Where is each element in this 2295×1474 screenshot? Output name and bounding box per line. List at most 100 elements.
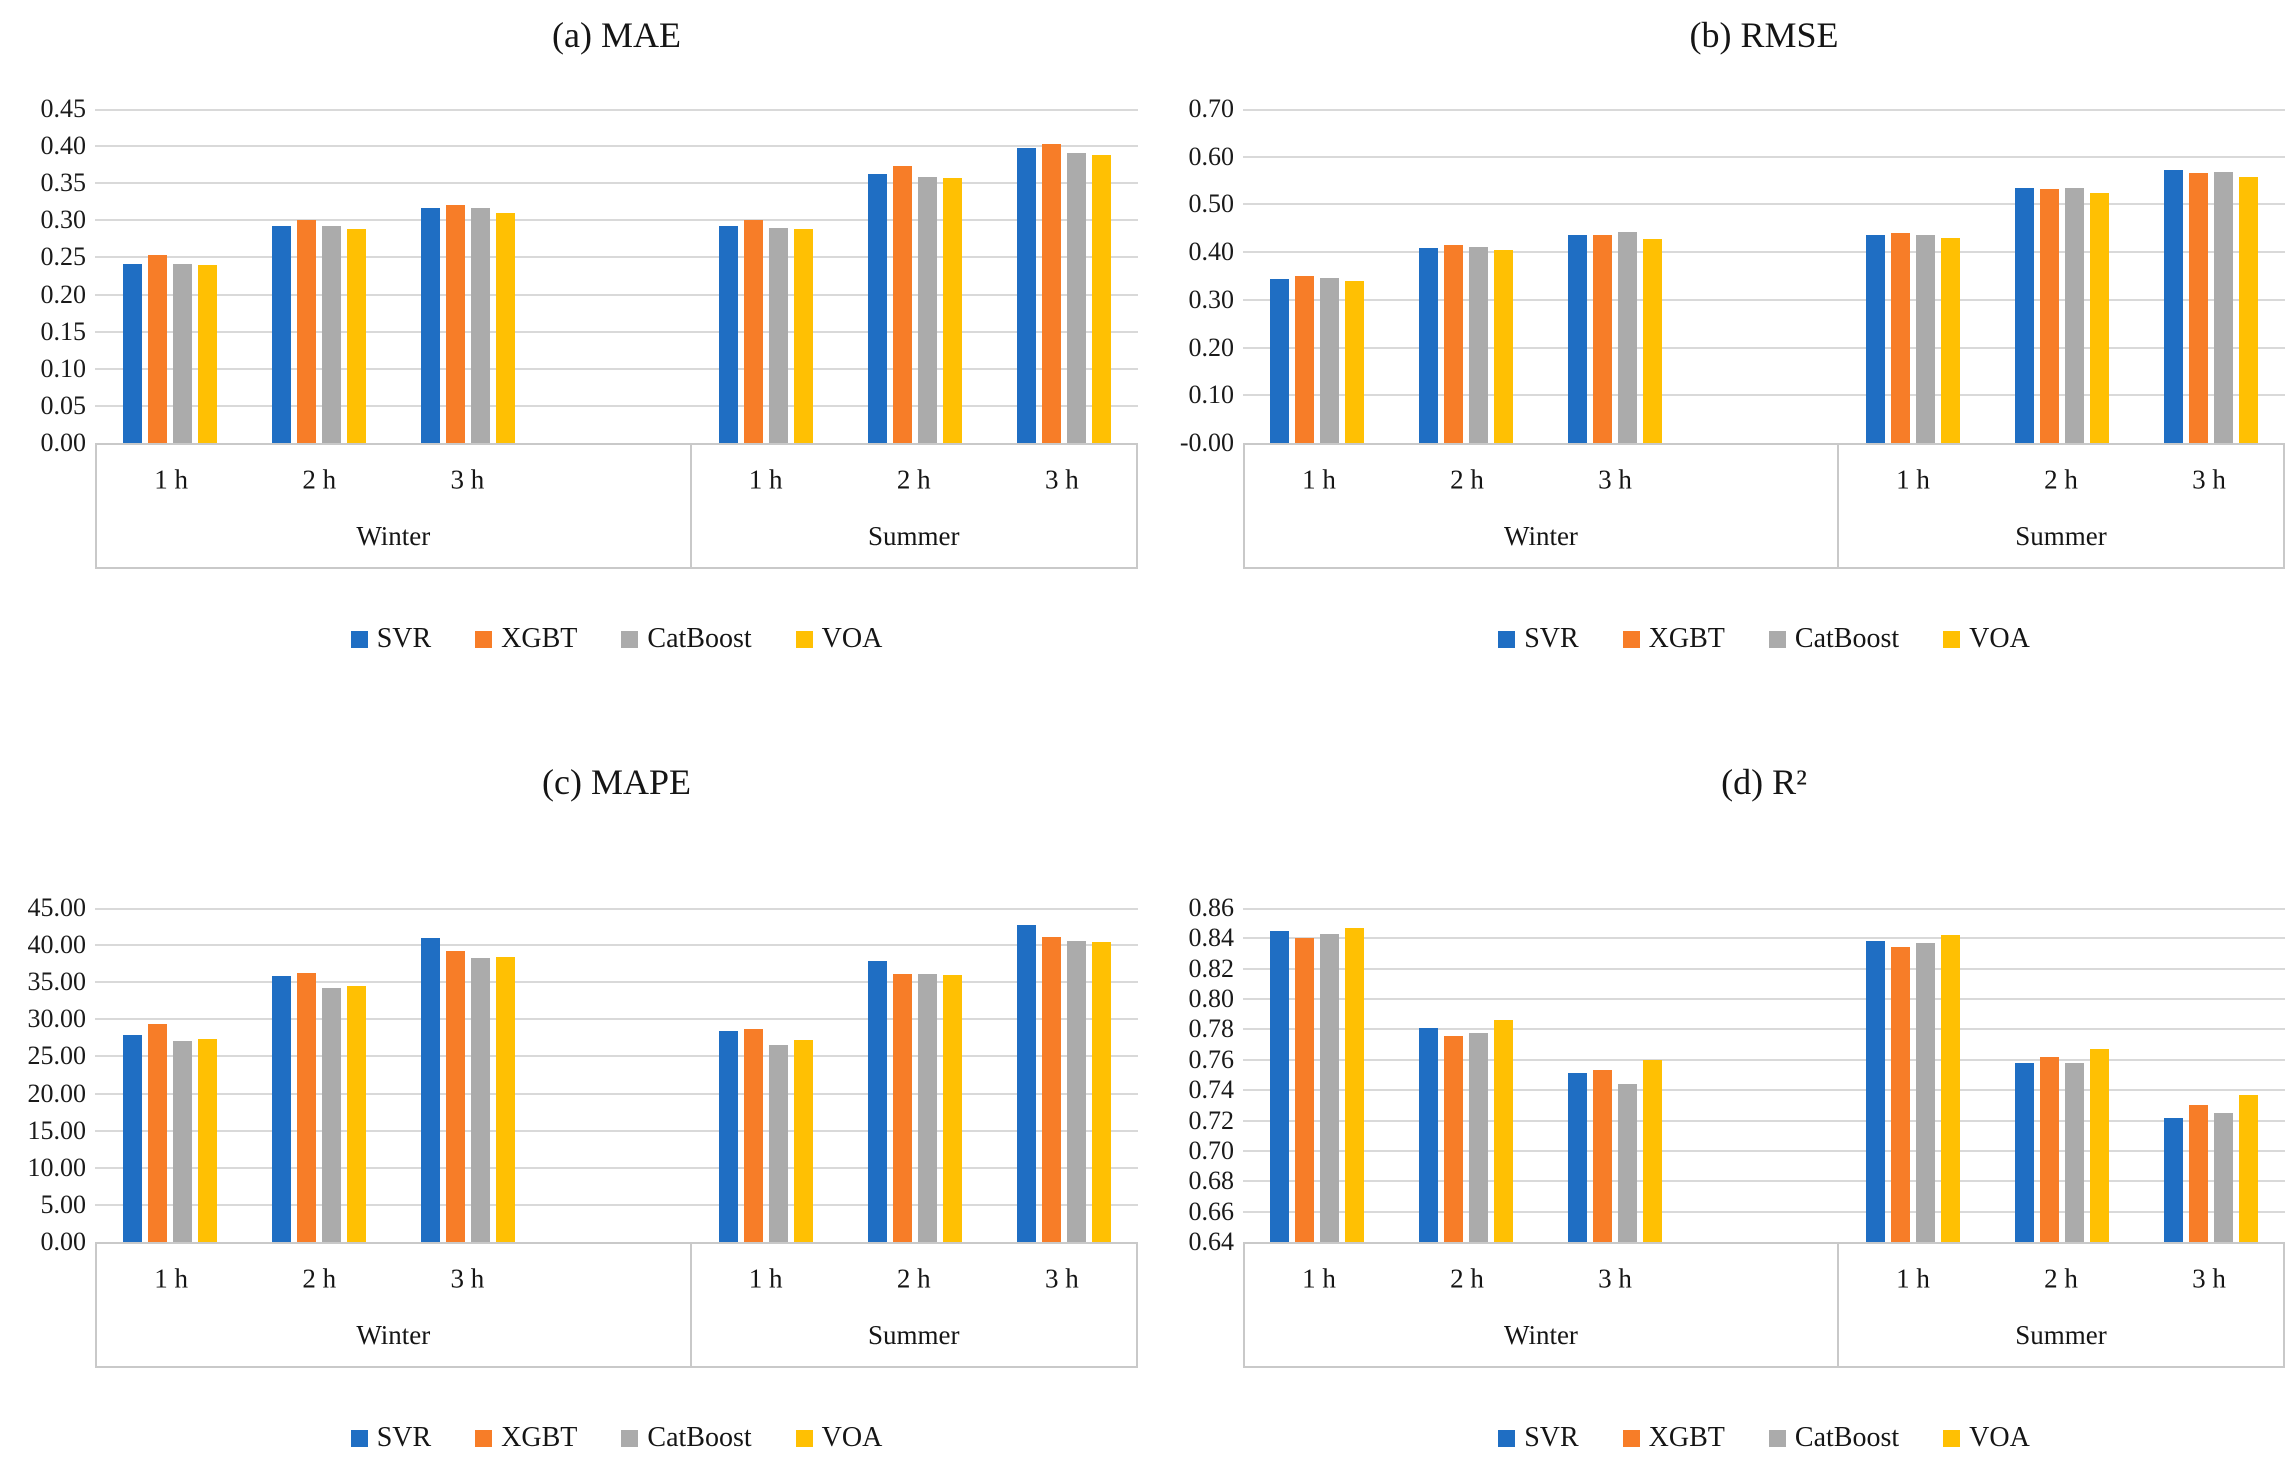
- legend-item-svr: SVR: [350, 623, 431, 655]
- bar-svr-summer-2-h: [2014, 187, 2034, 443]
- axis-group-summer: 1 h 2 h 3 h Summer: [689, 1244, 1136, 1366]
- category-slot: [1838, 908, 1987, 1242]
- gridline: [95, 145, 1138, 148]
- bar-xgbt-summer-2-h: [2039, 1056, 2059, 1242]
- bar-catboost-winter-1-h: [172, 1040, 192, 1242]
- category-slot: [1838, 109, 1987, 443]
- bar-cluster-winter-2-h: [1419, 908, 1514, 1242]
- plot-area: [1243, 908, 2285, 1242]
- legend-item-voa: VOA: [795, 623, 882, 655]
- gridline: [1243, 298, 2285, 301]
- bar-xgbt-summer-3-h: [2188, 172, 2208, 443]
- bar-voa-summer-3-h: [1091, 155, 1111, 443]
- gridline: [95, 182, 1138, 185]
- horizon-label-row: 1 h 2 h 3 h: [692, 445, 1136, 506]
- bar-cluster-summer-1-h: [1865, 908, 1960, 1242]
- gridline: [1243, 346, 2285, 349]
- bar-svr-winter-2-h: [1419, 248, 1439, 443]
- y-tick-label: 45.00: [27, 893, 87, 922]
- bar-svr-winter-1-h: [122, 1034, 142, 1242]
- category-slot: [1541, 109, 1690, 443]
- bar-voa-summer-1-h: [793, 229, 813, 443]
- bar-voa-summer-2-h: [2089, 192, 2109, 443]
- season-label-winter: Winter: [356, 521, 431, 551]
- axis-group-summer: 1 h 2 h 3 h Summer: [1837, 445, 2283, 567]
- horizon-label-row: 1 h 2 h 3 h: [1839, 1244, 2283, 1305]
- bar-svr-winter-1-h: [122, 264, 142, 443]
- legend-item-catboost: CatBoost: [621, 1422, 752, 1454]
- horizon-label: 2 h: [2044, 1263, 2078, 1294]
- bar-voa-winter-3-h: [1643, 1059, 1663, 1242]
- horizon-label-row: 1 h 2 h 3 h: [1245, 1244, 1837, 1305]
- bar-svr-summer-1-h: [718, 226, 738, 443]
- category-slot: [393, 109, 542, 443]
- bar-xgbt-summer-1-h: [743, 219, 763, 443]
- bar-catboost-winter-2-h: [1469, 1032, 1489, 1242]
- y-tick-label: 0.70: [1188, 1135, 1235, 1165]
- chart-title-r2: (d) R²: [1721, 762, 1807, 802]
- bar-voa-summer-1-h: [1940, 237, 1960, 443]
- bar-voa-winter-3-h: [495, 957, 515, 1242]
- category-slot: [1690, 908, 1839, 1242]
- horizon-label: 1 h: [1302, 1263, 1336, 1294]
- legend-swatch-icon: [1498, 1429, 1516, 1447]
- bar-sections: [95, 109, 1138, 443]
- y-tick-label: 0.05: [40, 390, 87, 420]
- gridline: [95, 1129, 1138, 1132]
- bar-catboost-winter-3-h: [470, 208, 490, 443]
- category-slot: [1392, 109, 1541, 443]
- y-tick-label: 0.86: [1188, 893, 1235, 922]
- horizon-label-row: 1 h 2 h 3 h: [1839, 445, 2283, 506]
- bar-voa-winter-1-h: [197, 264, 217, 443]
- bar-sections: [1243, 908, 2285, 1242]
- bar-catboost-summer-2-h: [917, 974, 937, 1242]
- horizon-label: 1 h: [748, 464, 783, 495]
- legend-item-catboost: CatBoost: [621, 623, 752, 655]
- bar-cluster-winter-3-h: [1568, 109, 1663, 443]
- y-tick-label: 25.00: [27, 1041, 87, 1071]
- bar-cluster-summer-1-h: [718, 109, 813, 443]
- season-section-summer: [1838, 908, 2285, 1242]
- legend-item-svr: SVR: [1498, 623, 1579, 655]
- bar-xgbt-summer-1-h: [743, 1028, 763, 1242]
- horizon-label: 2 h: [1450, 1263, 1484, 1294]
- chart-rmse: 0.70 0.60 0.50 0.40 0.30 0.20 0.10 -0.00: [1148, 94, 2295, 457]
- bar-xgbt-summer-3-h: [1041, 936, 1061, 1242]
- season-section-winter: [95, 109, 691, 443]
- category-axis-box: 1 h 2 h 3 h Winter 1 h 2 h 3 h Summer: [1243, 1242, 2285, 1368]
- gridline: [95, 293, 1138, 296]
- bar-svr-winter-3-h: [1568, 235, 1588, 443]
- bar-xgbt-winter-1-h: [1295, 938, 1315, 1242]
- bar-cluster-summer-2-h: [867, 109, 962, 443]
- bar-sections: [1243, 109, 2285, 443]
- legend-label: CatBoost: [647, 1422, 752, 1453]
- plot-area: [95, 908, 1138, 1242]
- bar-xgbt-winter-3-h: [1593, 1070, 1613, 1242]
- gridline: [1243, 203, 2285, 206]
- bar-voa-summer-3-h: [2238, 176, 2258, 443]
- legend-label: VOA: [821, 1422, 883, 1453]
- legend-swatch-icon: [1768, 630, 1786, 648]
- bar-xgbt-summer-3-h: [1041, 143, 1061, 443]
- chart-mape: 45.00 40.00 35.00 30.00 25.00 20.00 15.00 10.00…: [0, 893, 1148, 1454]
- bar-svr-summer-3-h: [1016, 925, 1036, 1242]
- y-tick-label: 0.72: [1188, 1105, 1235, 1135]
- y-tick-label: 0.15: [40, 316, 87, 346]
- y-tick-label: 0.60: [1188, 141, 1235, 171]
- bar-svr-winter-3-h: [420, 208, 440, 443]
- category-slot: [393, 908, 542, 1242]
- axis-group-winter: 1 h 2 h 3 h Winter: [97, 445, 690, 567]
- horizon-label: 3 h: [1045, 464, 1079, 495]
- chart-title-rmse: (b) RMSE: [1689, 15, 1839, 55]
- y-tick-label: 0.74: [1188, 1075, 1235, 1105]
- legend-label: CatBoost: [1794, 1422, 1900, 1453]
- horizon-label: 1 h: [1896, 1263, 1930, 1294]
- bar-xgbt-winter-2-h: [1444, 245, 1464, 443]
- gridline: [95, 1203, 1138, 1206]
- legend-label: SVR: [1524, 1422, 1579, 1453]
- legend-item-catboost: CatBoost: [1768, 1422, 1900, 1454]
- axis-group-summer: 1 h 2 h 3 h Summer: [689, 445, 1136, 567]
- bar-svr-summer-1-h: [1865, 235, 1885, 443]
- axis-group-winter: 1 h 2 h 3 h Winter: [1245, 445, 1837, 567]
